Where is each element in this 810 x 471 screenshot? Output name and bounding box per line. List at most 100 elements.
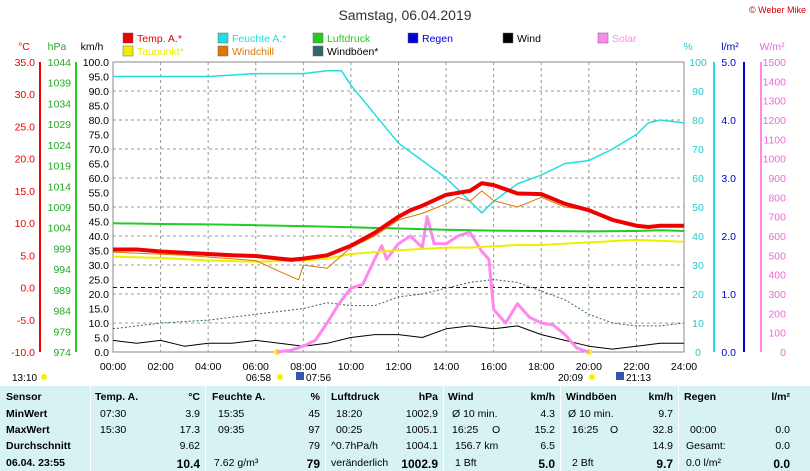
max-hum-time: 09:35 xyxy=(218,424,245,436)
series-gusts-line xyxy=(112,279,685,330)
x-tick-label: 12:00 xyxy=(385,361,411,373)
min-hum-value: 45 xyxy=(308,408,320,420)
x-tick-label: 24:00 xyxy=(671,361,697,373)
y-tick-solar: 1300 xyxy=(763,96,787,108)
y-tick-humidity: 60 xyxy=(692,173,704,185)
avg-press-label: ^0.7hPa/h xyxy=(331,440,378,452)
max-gust-dir: O xyxy=(610,424,619,436)
y-tick-rain: 2.0 xyxy=(721,231,736,243)
y-tick-wind: 45.0 xyxy=(89,217,110,229)
y-tick-solar: 1400 xyxy=(763,76,787,88)
x-tick-label: 06:00 xyxy=(243,361,269,373)
legend-label: Temp. A.* xyxy=(137,33,182,45)
weather-chart: Samstag, 06.04.2019 © Weber Mike 35.0 30.… xyxy=(11,5,806,384)
axis-unit-pressure: hPa xyxy=(48,41,67,53)
moon-icon xyxy=(296,372,304,380)
y-tick-temp: 35.0 xyxy=(15,57,36,69)
x-tick-label: 18:00 xyxy=(528,361,554,373)
max-rain-value: 0.0 xyxy=(775,424,790,436)
y-tick-humidity: 50 xyxy=(692,202,704,214)
y-tick-humidity: 80 xyxy=(692,115,704,127)
last-gust-value: 9.7 xyxy=(656,457,673,471)
header-gust: Windböen xyxy=(566,391,617,403)
max-wind-value: 15.2 xyxy=(534,424,555,436)
y-tick-pressure: 994 xyxy=(53,264,71,276)
y-tick-wind: 85.0 xyxy=(89,101,110,113)
y-tick-temp: 10.0 xyxy=(15,218,36,230)
legend-label: Taupunkt* xyxy=(137,46,184,58)
y-tick-solar: 400 xyxy=(768,270,786,282)
avg-rain-value: 0.0 xyxy=(775,440,790,452)
max-gust-time: 16:25 xyxy=(572,424,599,436)
y-tick-pressure: 1009 xyxy=(48,202,72,214)
avg-wind-label: 156.7 km xyxy=(455,440,499,452)
y-tick-wind: 0.0 xyxy=(94,347,109,359)
max-wind-dir: O xyxy=(492,424,501,436)
legend-swatch xyxy=(217,32,229,44)
min-wind-label: Ø 10 min. xyxy=(452,408,498,420)
y-tick-pressure: 1039 xyxy=(48,78,72,90)
y-tick-rain: 0.0 xyxy=(721,347,736,359)
y-tick-solar: 200 xyxy=(768,308,786,320)
y-tick-pressure: 1044 xyxy=(48,57,72,69)
legend-swatch xyxy=(597,32,609,44)
y-tick-temp: 5.0 xyxy=(20,250,35,262)
y-tick-pressure: 1029 xyxy=(48,119,72,131)
series-windchill-line xyxy=(112,190,685,281)
y-tick-wind: 65.0 xyxy=(89,159,110,171)
y-tick-solar: 100 xyxy=(768,328,786,340)
moon-icon xyxy=(616,372,624,380)
y-tick-pressure: 989 xyxy=(53,285,71,297)
y-tick-humidity: 40 xyxy=(692,231,704,243)
min-wind-value: 4.3 xyxy=(540,408,555,420)
y-tick-wind: 5.0 xyxy=(94,333,109,345)
y-tick-solar: 300 xyxy=(768,289,786,301)
y-tick-wind: 20.0 xyxy=(89,289,110,301)
y-tick-wind: 35.0 xyxy=(89,246,110,258)
axis-unit-temp: °C xyxy=(18,41,30,53)
last-wind-value: 5.0 xyxy=(538,457,555,471)
y-tick-temp: 0.0 xyxy=(20,283,35,295)
y-tick-wind: 30.0 xyxy=(89,260,110,272)
last-gust-label: 2 Bft xyxy=(572,457,594,469)
max-press-time: 00:25 xyxy=(336,424,363,436)
y-tick-wind: 50.0 xyxy=(89,202,110,214)
series-wind-line xyxy=(112,325,684,350)
y-tick-wind: 10.0 xyxy=(89,318,110,330)
x-tick-label: 20:00 xyxy=(576,361,602,373)
y-tick-solar: 500 xyxy=(768,250,786,262)
header-gust-unit: km/h xyxy=(648,391,673,403)
statistics-table: Sensor Temp. A. °C Feuchte A. % Luftdruc… xyxy=(0,386,810,471)
header-pressure: Luftdruck xyxy=(331,391,380,403)
y-tick-temp: -10.0 xyxy=(11,347,35,359)
last-press-value: 1002.9 xyxy=(401,457,438,471)
axis-unit-humidity: % xyxy=(683,41,692,53)
header-humidity: Feuchte A. xyxy=(212,391,266,403)
last-hum-value: 79 xyxy=(306,457,320,471)
legend-label: Windböen* xyxy=(327,46,378,58)
legend-label: Regen xyxy=(422,33,453,45)
y-tick-wind: 15.0 xyxy=(89,304,110,316)
legend-label: Solar xyxy=(612,33,637,45)
legend-swatch xyxy=(312,32,324,44)
last-rain-value: 0.0 xyxy=(773,457,790,471)
y-tick-pressure: 1004 xyxy=(48,223,72,235)
min-hum-time: 15:35 xyxy=(218,408,245,420)
sunrise-label: 06:58 xyxy=(246,373,271,384)
min-press-time: 18:20 xyxy=(336,408,363,420)
min-temp-value: 3.9 xyxy=(185,408,200,420)
min-gust-value: 9.7 xyxy=(658,408,673,420)
header-temp-unit: °C xyxy=(188,391,200,403)
moon-time-label: 21:13 xyxy=(626,373,651,384)
y-tick-humidity: 100 xyxy=(689,57,707,69)
y-tick-temp: -5.0 xyxy=(17,315,35,327)
y-tick-solar: 1100 xyxy=(763,134,786,146)
last-press-label: veränderlich xyxy=(331,457,389,469)
y-tick-humidity: 20 xyxy=(692,289,704,301)
credit-label: © Weber Mike xyxy=(749,5,806,15)
y-tick-temp: 20.0 xyxy=(15,154,36,166)
row-avg-label: Durchschnitt xyxy=(6,440,71,452)
header-rain-unit: l/m² xyxy=(771,391,790,403)
y-tick-wind: 25.0 xyxy=(89,275,110,287)
x-tick-label: 22:00 xyxy=(623,361,649,373)
